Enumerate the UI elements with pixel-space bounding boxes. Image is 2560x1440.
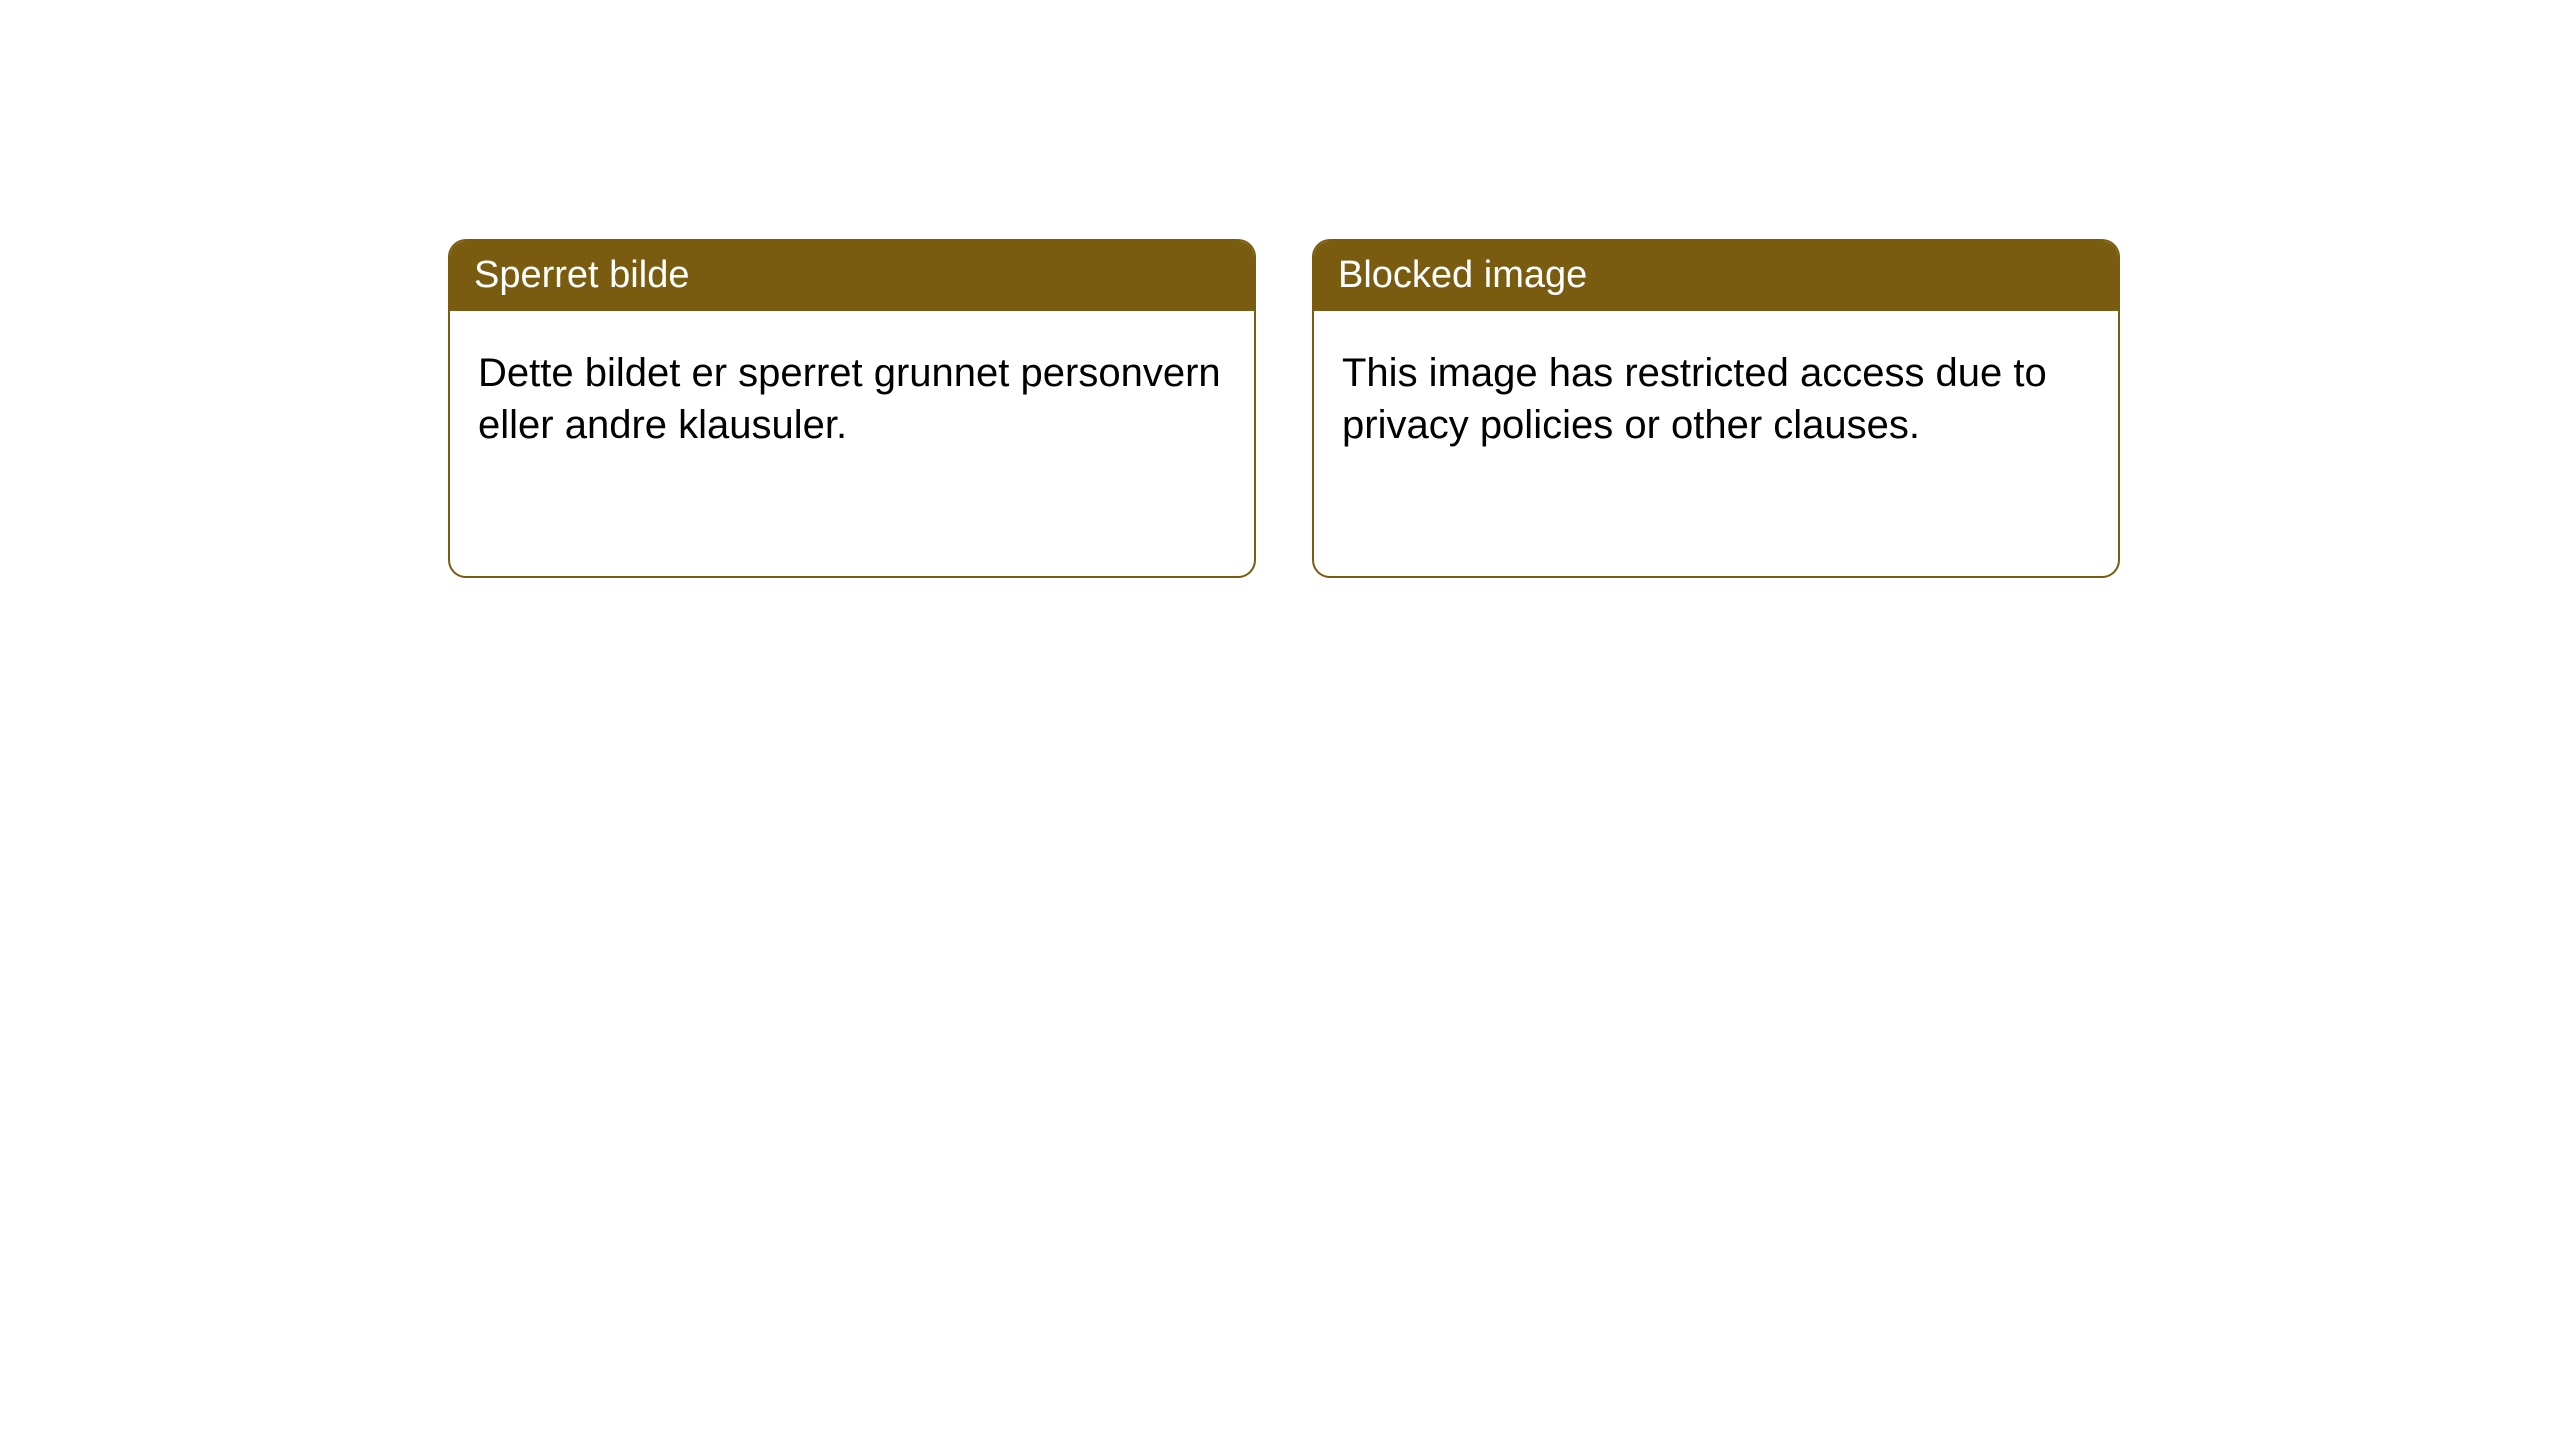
notice-cards-container: Sperret bilde Dette bildet er sperret gr… [448,239,2120,578]
notice-body: This image has restricted access due to … [1314,311,2118,576]
notice-body-text: This image has restricted access due to … [1342,351,2047,447]
notice-card-english: Blocked image This image has restricted … [1312,239,2120,578]
notice-title: Sperret bilde [474,254,689,296]
notice-header: Blocked image [1314,241,2118,311]
notice-card-norwegian: Sperret bilde Dette bildet er sperret gr… [448,239,1256,578]
notice-body-text: Dette bildet er sperret grunnet personve… [478,351,1221,447]
notice-body: Dette bildet er sperret grunnet personve… [450,311,1254,576]
notice-title: Blocked image [1338,254,1587,296]
notice-header: Sperret bilde [450,241,1254,311]
